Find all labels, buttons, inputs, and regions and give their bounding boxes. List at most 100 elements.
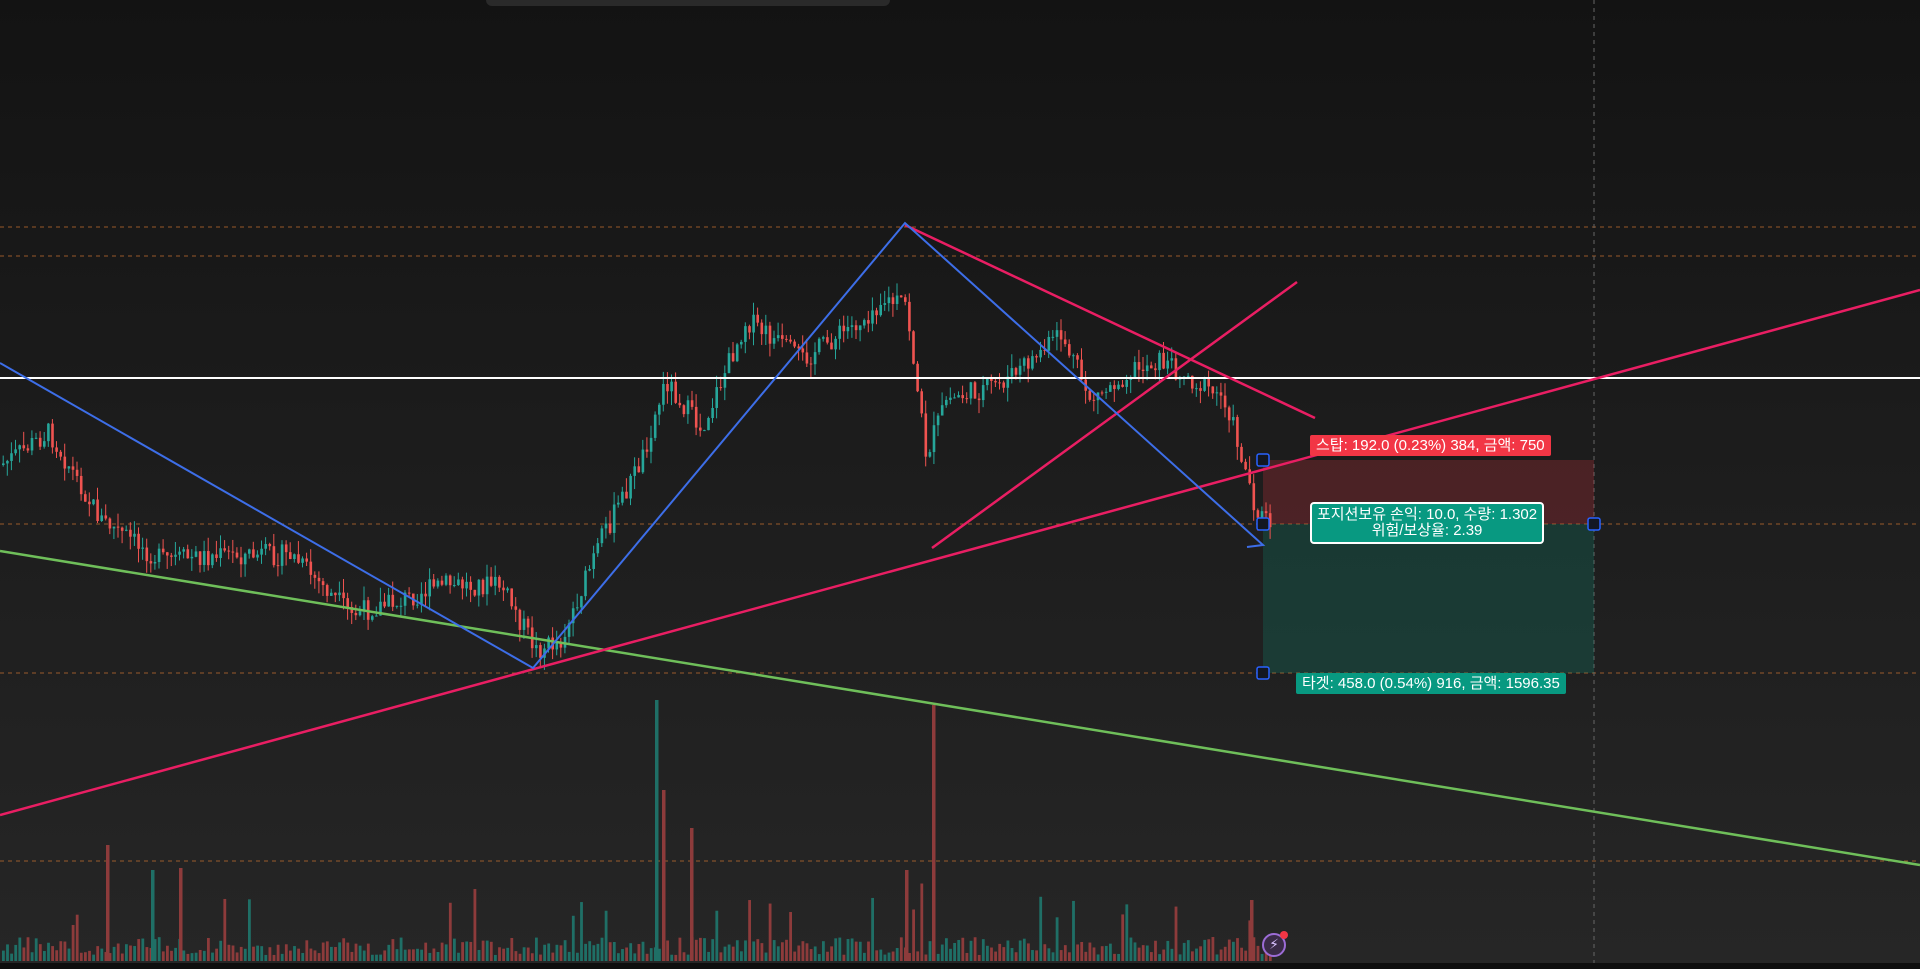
volume-bar [772, 940, 776, 961]
volume-bar [166, 945, 169, 961]
volume-bar [998, 943, 1002, 961]
volume-bar [321, 942, 325, 961]
volume-bar [252, 946, 255, 961]
candle-body [1072, 355, 1075, 357]
volume-bar [789, 912, 792, 961]
volume-bar [879, 949, 883, 961]
volume-bar [174, 947, 177, 961]
candle-body [198, 551, 202, 565]
candle-body [1027, 358, 1030, 369]
candle-body [293, 554, 296, 559]
candle-body [969, 382, 973, 399]
volume-bar [813, 946, 817, 961]
target-label[interactable]: 타겟: 458.0 (0.54%) 916, 금액: 1596.35 [1296, 673, 1566, 694]
volume-bar [1174, 906, 1178, 961]
candle-body [571, 608, 575, 624]
volume-bar [79, 952, 83, 961]
candle-body [932, 425, 936, 453]
candle-body [1158, 352, 1161, 371]
candle-body [47, 423, 50, 442]
volume-bar [342, 938, 346, 961]
volume-bar [47, 942, 50, 961]
candle-body [953, 397, 956, 399]
volume-bar [776, 946, 780, 961]
volume-bar [920, 883, 924, 961]
volume-bar [276, 944, 280, 961]
volume-bar [526, 947, 530, 961]
candle-body [1215, 392, 1219, 394]
volume-bar [895, 948, 899, 961]
candle-body [391, 594, 395, 607]
volume-bar [280, 953, 284, 961]
volume-bar [387, 944, 391, 961]
volume-bar [551, 952, 555, 961]
candle-body [207, 551, 210, 566]
volume-bar [71, 924, 75, 961]
target-zone [1263, 524, 1594, 673]
volume-bar [309, 948, 313, 961]
position-info-label[interactable]: 포지션보유 손익: 10.0, 수량: 1.302 위험/보상율: 2.39 [1310, 502, 1545, 544]
candle-body [686, 400, 690, 415]
candle-body [789, 339, 792, 342]
candle-body [59, 451, 62, 457]
volume-bar [51, 946, 54, 961]
candle-body [518, 609, 522, 630]
candle-body [6, 460, 9, 464]
volume-bar [1223, 946, 1227, 961]
candle-body [399, 605, 403, 607]
candle-body [219, 548, 222, 558]
volume-bar [748, 900, 751, 961]
volume-bar [514, 951, 518, 961]
candle-body [760, 322, 764, 335]
volume-bar [506, 947, 510, 961]
candle-body [1133, 362, 1137, 378]
volume-bar [1088, 942, 1092, 961]
volume-bar [1109, 943, 1112, 961]
volume-bar [965, 952, 969, 961]
candle-body [157, 548, 161, 563]
pink-trend-line [0, 288, 1920, 817]
candle-body [1240, 446, 1243, 462]
volume-bar [141, 938, 145, 961]
volume-bar [272, 954, 276, 961]
candle-body [1150, 365, 1153, 369]
volume-bar [1117, 953, 1120, 961]
volume-bar [407, 949, 411, 961]
volume-bar [1191, 951, 1194, 961]
volume-bar [1068, 952, 1071, 961]
top-toolbar-handle[interactable] [486, 0, 890, 6]
candle-body [120, 527, 124, 531]
candle-body [649, 437, 653, 452]
candle-body [535, 645, 538, 649]
stop-label[interactable]: 스탑: 192.0 (0.23%) 384, 금액: 750 [1310, 435, 1551, 456]
volume-bar [752, 941, 756, 961]
candle-body [194, 551, 198, 557]
volume-bar [1141, 945, 1145, 961]
volume-bar [961, 937, 965, 961]
candle-body [346, 598, 349, 608]
candle-body [317, 577, 321, 582]
candle-body [215, 554, 218, 558]
volume-bar [428, 952, 432, 961]
volume-bar [399, 937, 403, 961]
volume-bar [1219, 949, 1223, 961]
volume-bar [740, 951, 743, 961]
candle-body [100, 515, 103, 522]
volume-bar [186, 953, 190, 961]
volume-bar [1137, 947, 1141, 961]
volume-bar [1195, 948, 1198, 961]
volume-bar [75, 914, 79, 961]
candle-body [813, 352, 817, 365]
volume-bar [686, 954, 690, 961]
volume-bar [100, 948, 104, 961]
candle-body [908, 301, 911, 332]
candle-body [1248, 469, 1251, 484]
volume-bar [596, 943, 600, 961]
volume-bar [1022, 938, 1026, 961]
candle-body [830, 342, 833, 350]
volume-bar [157, 937, 161, 961]
candle-body [498, 576, 501, 588]
